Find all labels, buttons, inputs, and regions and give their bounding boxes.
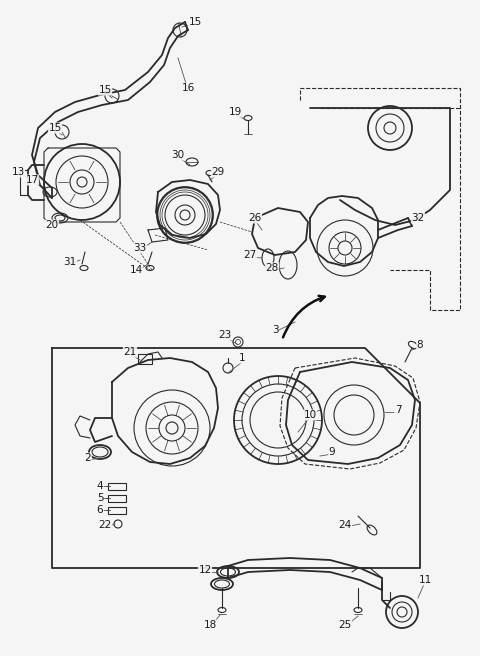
Bar <box>108 483 126 490</box>
Text: 1: 1 <box>239 353 245 363</box>
Bar <box>108 495 126 502</box>
Text: 20: 20 <box>46 220 59 230</box>
Text: 25: 25 <box>338 620 352 630</box>
Text: 12: 12 <box>198 565 212 575</box>
Text: 29: 29 <box>211 167 225 177</box>
Text: 31: 31 <box>63 257 77 267</box>
Text: 27: 27 <box>243 250 257 260</box>
Text: 8: 8 <box>417 340 423 350</box>
Text: 6: 6 <box>96 505 103 515</box>
Text: 33: 33 <box>133 243 146 253</box>
Text: 15: 15 <box>188 17 202 27</box>
Text: 32: 32 <box>411 213 425 223</box>
Text: 18: 18 <box>204 620 216 630</box>
Text: 30: 30 <box>171 150 185 160</box>
Text: 3: 3 <box>272 325 278 335</box>
Text: 4: 4 <box>96 481 103 491</box>
Text: 23: 23 <box>218 330 232 340</box>
Text: 5: 5 <box>96 493 103 503</box>
Text: 19: 19 <box>228 107 241 117</box>
Text: 21: 21 <box>123 347 137 357</box>
Bar <box>108 507 126 514</box>
Text: 10: 10 <box>303 410 317 420</box>
Bar <box>138 354 152 364</box>
Text: 14: 14 <box>130 265 143 275</box>
Text: 28: 28 <box>265 263 278 273</box>
Text: 16: 16 <box>181 83 194 93</box>
Text: 15: 15 <box>98 85 112 95</box>
Text: 2: 2 <box>84 453 91 463</box>
Text: 13: 13 <box>12 167 24 177</box>
Text: 7: 7 <box>395 405 401 415</box>
Text: 17: 17 <box>25 175 38 185</box>
Text: 9: 9 <box>329 447 336 457</box>
Text: 15: 15 <box>48 123 61 133</box>
Text: 11: 11 <box>419 575 432 585</box>
Text: 22: 22 <box>98 520 112 530</box>
Text: 26: 26 <box>248 213 262 223</box>
Text: 24: 24 <box>338 520 352 530</box>
